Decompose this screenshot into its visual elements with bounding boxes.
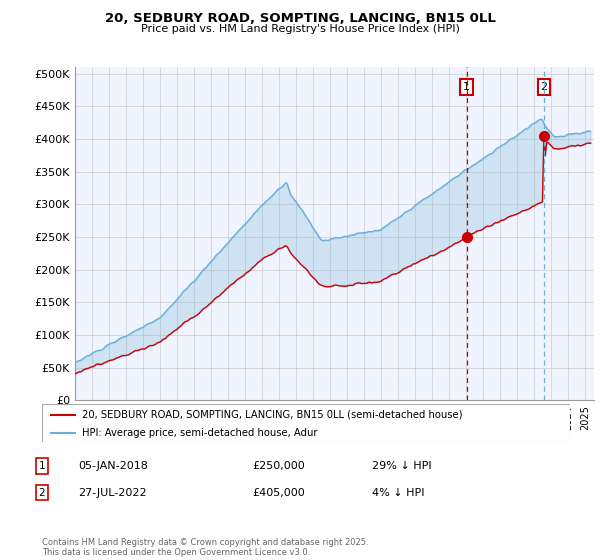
Text: £405,000: £405,000 (252, 488, 305, 498)
Text: 4% ↓ HPI: 4% ↓ HPI (372, 488, 425, 498)
Text: HPI: Average price, semi-detached house, Adur: HPI: Average price, semi-detached house,… (82, 428, 317, 438)
Text: 27-JUL-2022: 27-JUL-2022 (78, 488, 146, 498)
Text: Price paid vs. HM Land Registry's House Price Index (HPI): Price paid vs. HM Land Registry's House … (140, 24, 460, 34)
Text: 2: 2 (541, 82, 548, 92)
Text: 29% ↓ HPI: 29% ↓ HPI (372, 461, 431, 471)
Text: £250,000: £250,000 (252, 461, 305, 471)
Text: 1: 1 (463, 82, 470, 92)
Text: 05-JAN-2018: 05-JAN-2018 (78, 461, 148, 471)
Text: Contains HM Land Registry data © Crown copyright and database right 2025.
This d: Contains HM Land Registry data © Crown c… (42, 538, 368, 557)
Text: 20, SEDBURY ROAD, SOMPTING, LANCING, BN15 0LL (semi-detached house): 20, SEDBURY ROAD, SOMPTING, LANCING, BN1… (82, 410, 462, 420)
Text: 1: 1 (38, 461, 46, 471)
Text: 20, SEDBURY ROAD, SOMPTING, LANCING, BN15 0LL: 20, SEDBURY ROAD, SOMPTING, LANCING, BN1… (104, 12, 496, 25)
Text: 2: 2 (38, 488, 46, 498)
